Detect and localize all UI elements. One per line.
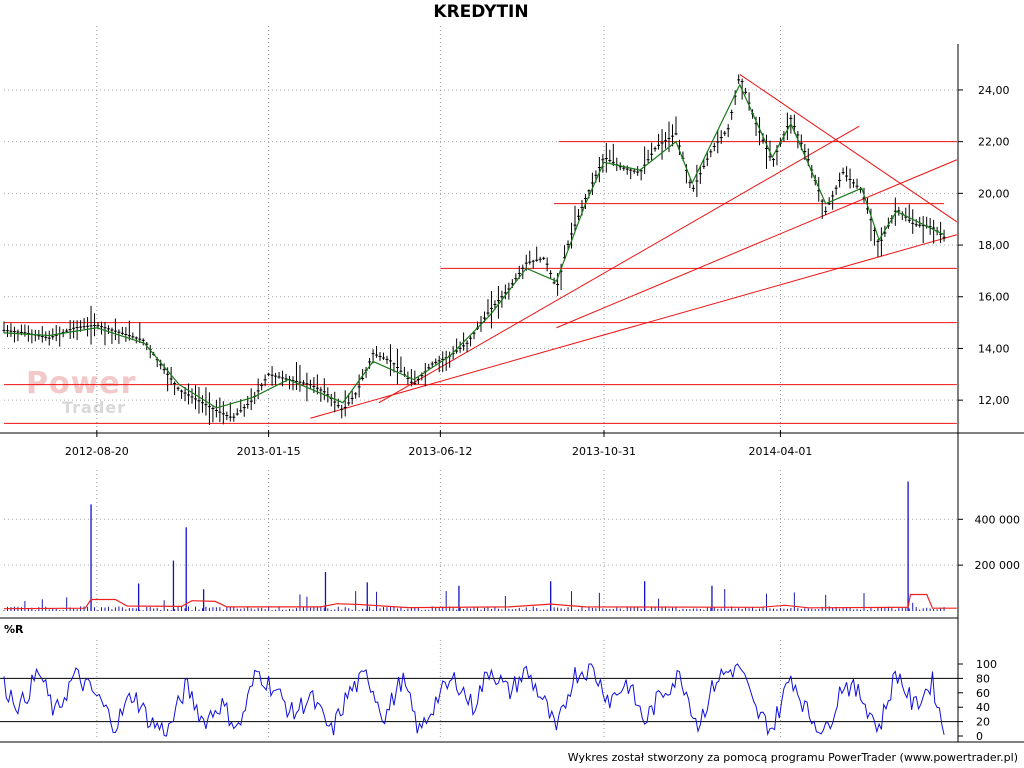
oscillator-label: %R [4, 623, 24, 636]
trend-line [739, 74, 958, 223]
y-tick-label: 22,00 [978, 136, 1010, 149]
oscillator-tick-label: 40 [976, 701, 990, 714]
y-tick-label: 12,00 [978, 394, 1010, 407]
y-tick-label: 14,00 [978, 342, 1010, 355]
oscillator-tick-label: 80 [976, 672, 990, 685]
x-tick-label: 2013-10-31 [572, 445, 636, 458]
oscillator-tick-label: 0 [976, 730, 983, 743]
price-bars [2, 74, 946, 425]
watermark-power: Power [26, 366, 137, 401]
y-tick-label: 20,00 [978, 187, 1010, 200]
moving-average-line [3, 83, 945, 409]
williams-r-line [3, 663, 945, 737]
x-tick-label: 2013-06-12 [408, 445, 472, 458]
volume-average-line [3, 593, 957, 610]
x-tick-label: 2014-04-01 [748, 445, 812, 458]
oscillator-tick-label: 20 [976, 716, 990, 729]
x-tick-label: 2013-01-15 [237, 445, 301, 458]
trend-line [556, 159, 958, 329]
y-tick-label: 16,00 [978, 291, 1010, 304]
volume-tick-label: 200 000 [975, 559, 1021, 572]
oscillator-tick-label: 100 [976, 658, 997, 671]
oscillator-tick-label: 60 [976, 687, 990, 700]
trend-line [310, 234, 957, 419]
x-tick-label: 2012-08-20 [65, 445, 129, 458]
trend-line [378, 125, 860, 404]
watermark-trader: Trader [62, 398, 127, 417]
volume-tick-label: 400 000 [975, 513, 1021, 526]
y-tick-label: 18,00 [978, 239, 1010, 252]
chart-title: KREDYTIN [433, 2, 529, 22]
y-tick-label: 24,00 [978, 84, 1010, 97]
footer-credit: Wykres został stworzony za pomocą progra… [567, 751, 1018, 764]
